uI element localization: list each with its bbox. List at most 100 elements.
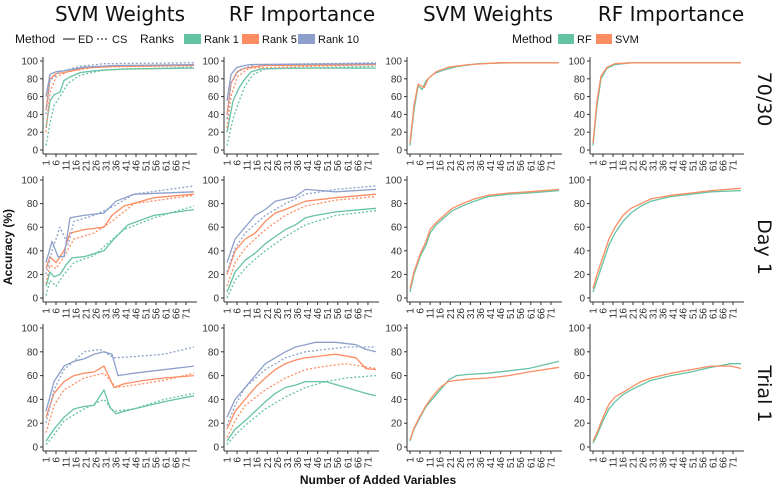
series-rank-10-cs <box>45 185 195 275</box>
x-tick-label: 71 <box>363 160 374 172</box>
series-rf <box>592 62 741 146</box>
x-tick-label: 61 <box>709 457 720 469</box>
series-rf <box>409 189 560 293</box>
col-title-1: SVM Weights <box>55 2 185 26</box>
series-rank-10-cs <box>226 185 377 273</box>
y-tick-label: 100 <box>568 57 585 68</box>
y-tick-label: 20 <box>208 128 220 139</box>
x-tick-label: 21 <box>446 308 457 320</box>
y-tick-label: 20 <box>574 419 586 430</box>
x-tick-label: 41 <box>303 160 314 172</box>
y-tick-label: 0 <box>579 443 585 454</box>
x-tick-label: 21 <box>446 457 457 469</box>
x-tick-label: 26 <box>92 308 103 320</box>
x-tick-label: 46 <box>313 308 324 320</box>
x-tick-label: 66 <box>536 457 547 469</box>
y-tick-label: 60 <box>208 92 220 103</box>
y-tick-label: 80 <box>391 199 403 210</box>
x-tick-label: 6 <box>52 308 63 314</box>
legend-ed-label: ED <box>78 34 93 46</box>
x-tick-label: 71 <box>729 160 740 172</box>
col-title-3: SVM Weights <box>423 2 553 26</box>
y-tick-label: 20 <box>208 270 220 281</box>
y-tick-label: 0 <box>213 443 219 454</box>
legend-ranks-title: Ranks <box>140 32 174 46</box>
x-tick-label: 66 <box>172 457 183 469</box>
legend-rank5-label: Rank 5 <box>262 34 297 46</box>
x-tick-label: 46 <box>132 308 143 320</box>
series-rank-5-cs <box>45 372 195 433</box>
y-tick-label: 80 <box>574 347 586 358</box>
series-rank-10-ed <box>45 63 195 97</box>
series-rank-1-ed <box>45 208 195 287</box>
x-tick-label: 66 <box>536 160 547 172</box>
x-tick-label: 11 <box>426 308 437 319</box>
x-tick-label: 66 <box>172 308 183 320</box>
series-svm <box>409 62 559 143</box>
x-tick-label: 6 <box>233 457 244 463</box>
x-tick-label: 11 <box>609 457 620 468</box>
x-tick-label: 21 <box>82 308 93 320</box>
legend-rank1-swatch <box>184 34 201 44</box>
y-tick-label: 60 <box>391 92 403 103</box>
x-tick-label: 46 <box>679 160 690 172</box>
series-rf <box>409 360 560 442</box>
series-rf <box>592 189 742 293</box>
x-tick-label: 21 <box>629 160 640 172</box>
x-tick-label: 26 <box>273 160 284 172</box>
x-tick-label: 26 <box>273 308 284 320</box>
y-tick-label: 0 <box>396 146 402 157</box>
legend-rank10-label: Rank 10 <box>318 34 359 46</box>
series-rank-5-cs <box>226 363 377 438</box>
series-rank-1-ed <box>226 380 377 442</box>
legend-rf-swatch <box>558 34 574 44</box>
x-tick-label: 6 <box>52 457 63 463</box>
y-tick-label: 0 <box>213 294 219 305</box>
x-tick-label: 36 <box>293 160 304 172</box>
legend-cs-label: CS <box>112 34 127 46</box>
series-rank-1-ed <box>226 67 376 133</box>
x-tick-label: 11 <box>609 308 620 319</box>
y-tick-label: 40 <box>391 395 403 406</box>
y-tick-label: 0 <box>579 146 585 157</box>
y-tick-label: 100 <box>202 324 219 335</box>
y-tick-label: 40 <box>27 110 39 121</box>
legend-svm-label: SVM <box>615 34 639 46</box>
x-tick-label: 31 <box>466 457 477 469</box>
x-tick-label: 16 <box>72 308 83 320</box>
x-tick-label: 51 <box>323 457 334 469</box>
x-tick-label: 71 <box>363 308 374 320</box>
x-tick-label: 41 <box>669 308 680 320</box>
x-tick-label: 51 <box>142 160 153 172</box>
x-tick-label: 36 <box>476 457 487 469</box>
x-tick-label: 56 <box>152 308 163 320</box>
series-rank-5-cs <box>226 63 377 128</box>
x-tick-label: 66 <box>353 160 364 172</box>
legend-right: Method RF SVM <box>512 32 639 46</box>
y-tick-label: 80 <box>27 347 39 358</box>
x-tick-label: 26 <box>456 308 467 320</box>
x-tick-label: 56 <box>152 457 163 469</box>
x-tick-label: 61 <box>526 457 537 469</box>
series-rank-10-ed <box>226 188 377 263</box>
legend-rank10-swatch <box>298 34 315 44</box>
x-tick-label: 26 <box>639 160 650 172</box>
x-tick-label: 51 <box>689 308 700 320</box>
y-tick-label: 60 <box>391 223 403 234</box>
x-tick-label: 11 <box>243 308 254 319</box>
x-tick-label: 31 <box>283 160 294 172</box>
x-tick-label: 46 <box>679 308 690 320</box>
series-rank-1-cs <box>45 205 195 296</box>
y-tick-label: 80 <box>208 347 220 358</box>
x-tick-label: 46 <box>496 308 507 320</box>
x-tick-label: 26 <box>456 457 467 469</box>
x-tick-label: 56 <box>333 457 344 469</box>
x-tick-label: 56 <box>699 457 710 469</box>
y-tick-label: 20 <box>208 419 220 430</box>
x-tick-label: 41 <box>486 308 497 320</box>
